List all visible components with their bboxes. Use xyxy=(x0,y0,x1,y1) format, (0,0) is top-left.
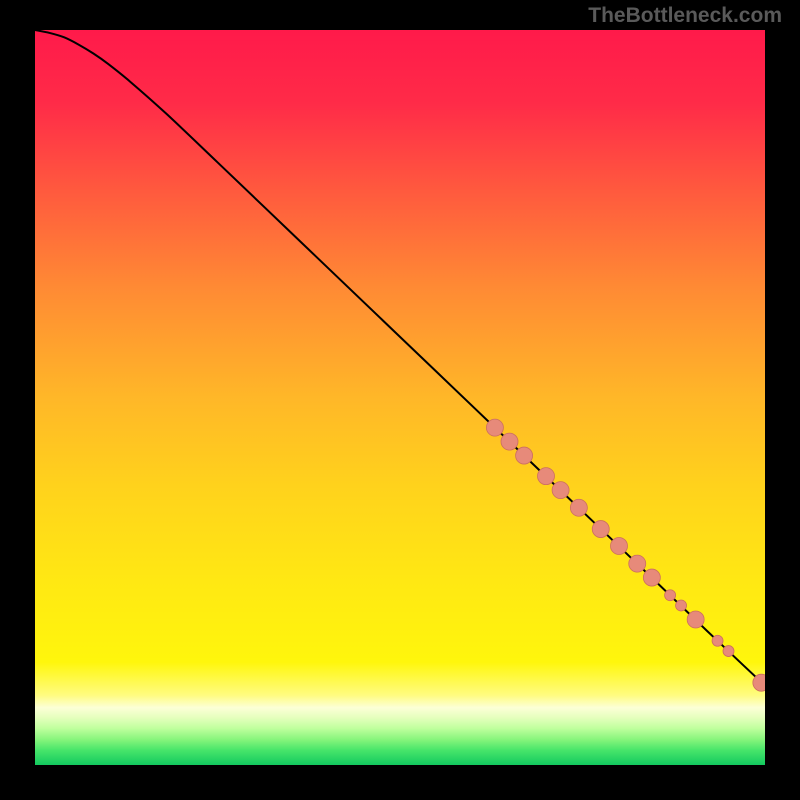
data-marker xyxy=(611,537,628,554)
data-marker xyxy=(501,433,518,450)
data-marker xyxy=(665,590,676,601)
data-marker xyxy=(687,611,704,628)
data-marker xyxy=(676,600,687,611)
data-marker xyxy=(538,468,555,485)
data-marker xyxy=(643,569,660,586)
plot-area xyxy=(35,30,765,765)
data-marker xyxy=(712,635,723,646)
data-marker xyxy=(486,419,503,436)
watermark-text: TheBottleneck.com xyxy=(588,4,782,28)
data-marker xyxy=(723,646,734,657)
data-marker xyxy=(570,499,587,516)
data-marker xyxy=(516,447,533,464)
chart-svg xyxy=(35,30,765,765)
data-marker xyxy=(592,521,609,538)
data-marker xyxy=(552,482,569,499)
data-marker xyxy=(629,555,646,572)
chart-container: TheBottleneck.com xyxy=(0,0,800,800)
gradient-background xyxy=(35,30,765,765)
